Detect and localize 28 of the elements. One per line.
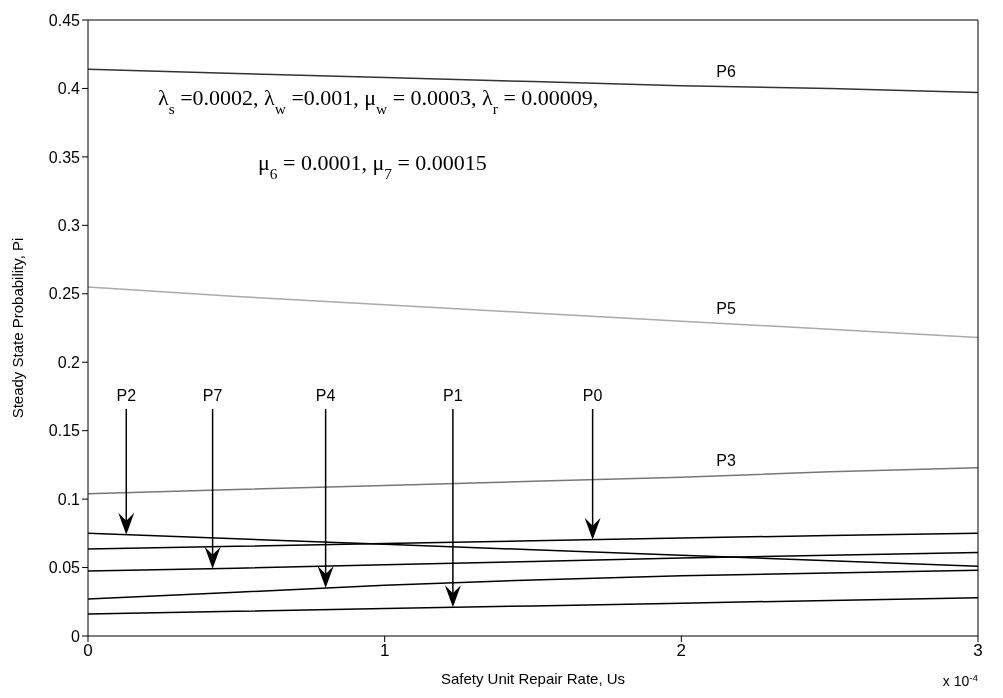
y-tick-label: 0.3 xyxy=(57,217,81,235)
text: P1 xyxy=(443,387,463,404)
text: λ$_{s}$ =0.0002, λ$_{w}$ =0.001, μ$_{w}$ = 0.0003, λ$_{r}$ = 0.00009, xyxy=(158,85,599,117)
text: P2 xyxy=(116,387,137,404)
line-series xyxy=(88,286,978,339)
y-axis-title: Steady State Probability, Pi xyxy=(9,237,27,419)
y-tick-label: 0.1 xyxy=(57,490,81,508)
text: P7 xyxy=(202,387,223,404)
y-tick-label: 0.4 xyxy=(57,80,81,98)
line-series xyxy=(88,466,978,495)
text: P0 xyxy=(582,387,603,404)
y-tick-label: 0.15 xyxy=(48,422,81,440)
x-tick-label: 3 xyxy=(973,641,983,661)
y-tick-label: 0 xyxy=(71,627,81,645)
y-tick-label: 0.25 xyxy=(48,285,81,303)
series-label: P5 xyxy=(716,299,737,317)
annotation: μ$_{6}$ = 0.0001, μ$_{7}$ = 0.00015 xyxy=(258,150,487,182)
text: x 10$^{-4}$ xyxy=(942,671,979,689)
x-tick-label: 1 xyxy=(379,641,390,661)
y-tick-label: 0.2 xyxy=(57,353,81,371)
x-axis-title: Safety Unit Repair Rate, Us xyxy=(440,670,626,687)
series-label: P6 xyxy=(716,62,737,80)
y-tick-label: 0.05 xyxy=(48,559,81,577)
x-tick-label: 2 xyxy=(676,641,687,661)
y-tick-label: 0.45 xyxy=(48,11,81,29)
y-tick-label: 0.35 xyxy=(48,148,81,166)
text: P4 xyxy=(315,387,336,404)
series-label: P3 xyxy=(716,451,737,469)
